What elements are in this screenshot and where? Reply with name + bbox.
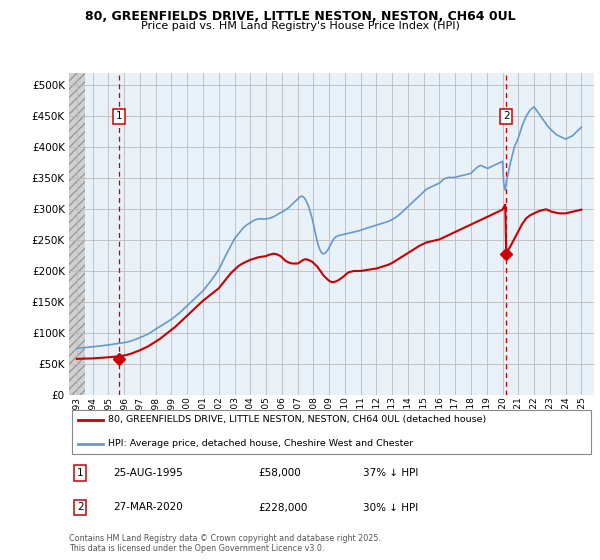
Text: 2: 2 <box>77 502 83 512</box>
Text: 80, GREENFIELDS DRIVE, LITTLE NESTON, NESTON, CH64 0UL (detached house): 80, GREENFIELDS DRIVE, LITTLE NESTON, NE… <box>109 416 487 424</box>
Bar <box>69 73 85 395</box>
Text: Price paid vs. HM Land Registry's House Price Index (HPI): Price paid vs. HM Land Registry's House … <box>140 21 460 31</box>
Text: 80, GREENFIELDS DRIVE, LITTLE NESTON, NESTON, CH64 0UL: 80, GREENFIELDS DRIVE, LITTLE NESTON, NE… <box>85 10 515 23</box>
Text: 1: 1 <box>77 468 83 478</box>
Text: 2: 2 <box>503 111 509 122</box>
Text: £228,000: £228,000 <box>258 502 307 512</box>
FancyBboxPatch shape <box>71 409 592 454</box>
Text: 1: 1 <box>115 111 122 122</box>
Text: 30% ↓ HPI: 30% ↓ HPI <box>363 502 418 512</box>
Text: £58,000: £58,000 <box>258 468 301 478</box>
Text: 25-AUG-1995: 25-AUG-1995 <box>113 468 184 478</box>
Text: 27-MAR-2020: 27-MAR-2020 <box>113 502 184 512</box>
Text: 37% ↓ HPI: 37% ↓ HPI <box>363 468 418 478</box>
Text: Contains HM Land Registry data © Crown copyright and database right 2025.
This d: Contains HM Land Registry data © Crown c… <box>69 534 381 553</box>
Text: HPI: Average price, detached house, Cheshire West and Chester: HPI: Average price, detached house, Ches… <box>109 439 413 448</box>
